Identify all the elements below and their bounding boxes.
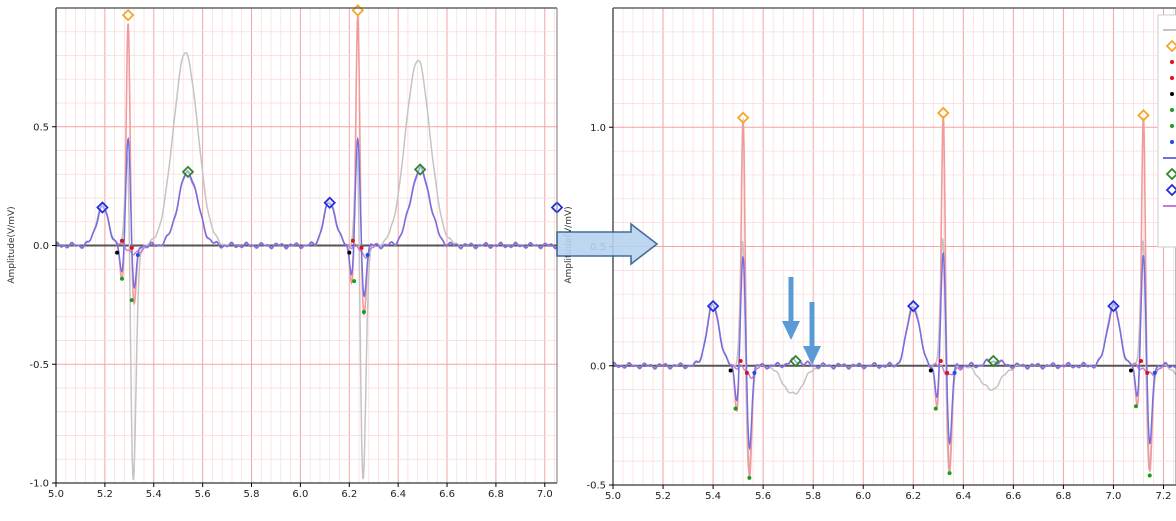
y-tick-label: 1.0 — [590, 123, 606, 134]
y-tick-label: 0.0 — [590, 361, 606, 372]
s-trough-marker — [1148, 473, 1152, 477]
left-y-axis-label: Amplitude(V/mV) — [7, 206, 17, 283]
x-tick-label: 6.2 — [341, 489, 357, 500]
r-onset-marker — [351, 239, 355, 243]
y-tick-label: -1.0 — [29, 479, 49, 490]
s-offset-marker — [953, 371, 957, 375]
r-onset-marker — [120, 239, 124, 243]
legend-dot-black — [1170, 92, 1174, 96]
legend-box — [1158, 15, 1176, 247]
s-point-marker — [1145, 371, 1149, 375]
x-tick-label: 6.6 — [1005, 491, 1021, 502]
x-tick-label: 5.2 — [97, 489, 113, 500]
s-offset-marker — [366, 253, 370, 257]
x-tick-label: 5.4 — [146, 489, 162, 500]
x-tick-label: 5.0 — [605, 491, 621, 502]
q-onset-marker — [929, 369, 933, 373]
legend-dot-red — [1170, 76, 1174, 80]
x-tick-label: 5.8 — [244, 489, 260, 500]
q-point-marker — [734, 407, 738, 411]
s-offset-marker — [752, 371, 756, 375]
x-tick-label: 5.6 — [755, 491, 771, 502]
r-onset-marker — [739, 359, 743, 363]
r-onset-marker — [939, 359, 943, 363]
x-tick-label: 6.4 — [955, 491, 971, 502]
x-tick-label: 7.0 — [537, 489, 553, 500]
s-point-marker — [130, 246, 134, 250]
x-tick-label: 6.8 — [1055, 491, 1071, 502]
x-tick-label: 5.0 — [48, 489, 64, 500]
legend-dot-green — [1170, 108, 1174, 112]
q-onset-marker — [1129, 369, 1133, 373]
x-tick-label: 5.4 — [705, 491, 721, 502]
s-trough-marker — [948, 471, 952, 475]
x-tick-label: 6.2 — [905, 491, 921, 502]
s-point-marker — [745, 371, 749, 375]
x-tick-label: 7.2 — [1156, 491, 1172, 502]
r-onset-marker — [1139, 359, 1143, 363]
legend-dot-green — [1170, 124, 1174, 128]
s-trough-marker — [362, 310, 366, 314]
q-point-marker — [1134, 404, 1138, 408]
s-point-marker — [359, 246, 363, 250]
x-tick-label: 7.0 — [1105, 491, 1121, 502]
s-trough-marker — [130, 298, 134, 302]
y-tick-label: 0.5 — [33, 122, 49, 133]
y-tick-label: 0.0 — [33, 241, 49, 252]
x-tick-label: 5.2 — [655, 491, 671, 502]
x-tick-label: 6.0 — [292, 489, 308, 500]
q-onset-marker — [115, 251, 119, 255]
s-offset-marker — [1153, 371, 1157, 375]
s-trough-marker — [747, 476, 751, 480]
s-offset-marker — [136, 253, 140, 257]
y-tick-label: -0.5 — [586, 481, 606, 492]
q-point-marker — [120, 277, 124, 281]
right-grid — [613, 8, 1176, 485]
x-tick-label: 5.6 — [195, 489, 211, 500]
y-tick-label: -0.5 — [29, 360, 49, 371]
s-point-marker — [945, 371, 949, 375]
q-onset-marker — [729, 369, 733, 373]
x-tick-label: 6.4 — [390, 489, 406, 500]
x-tick-label: 6.0 — [855, 491, 871, 502]
x-tick-label: 5.8 — [805, 491, 821, 502]
x-tick-label: 6.8 — [488, 489, 504, 500]
legend-dot-blue — [1170, 140, 1174, 144]
q-onset-marker — [347, 251, 351, 255]
x-tick-label: 6.6 — [439, 489, 455, 500]
legend-dot-red — [1170, 60, 1174, 64]
q-point-marker — [934, 407, 938, 411]
q-point-marker — [352, 279, 356, 283]
